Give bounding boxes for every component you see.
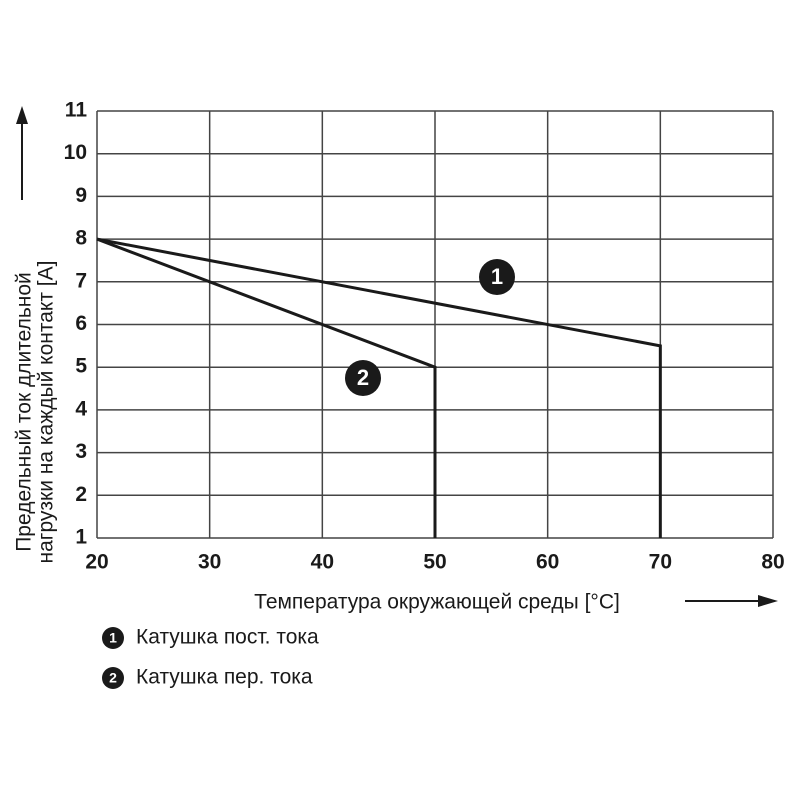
series-marker-label: 2: [357, 365, 369, 390]
x-tick-label: 70: [649, 551, 672, 574]
legend-marker: [102, 667, 124, 689]
y-tick-label: 2: [75, 483, 87, 506]
x-tick-label: 20: [85, 551, 108, 574]
y-tick-label: 5: [75, 355, 87, 378]
y-tick-label: 9: [75, 184, 87, 207]
legend-label: Катушка пост. тока: [136, 626, 319, 649]
legend-marker: [102, 627, 124, 649]
series-marker: [479, 259, 515, 295]
x-tick-label: 30: [198, 551, 221, 574]
legend-marker-label: 2: [109, 670, 117, 686]
series-marker-label: 1: [491, 264, 503, 289]
data-line: [96, 237, 662, 538]
x-axis-arrowhead: [758, 595, 778, 607]
legend-label: Катушка пер. тока: [136, 666, 313, 689]
y-tick-label: 6: [75, 312, 87, 335]
y-tick-label: 4: [75, 397, 87, 420]
x-tick-label: 40: [311, 551, 334, 574]
y-tick-label: 1: [75, 526, 87, 549]
x-tick-label: 60: [536, 551, 559, 574]
y-axis-label: Предельный ток длительной: [13, 272, 36, 552]
y-tick-label: 7: [75, 269, 87, 292]
y-tick-label: 3: [75, 440, 87, 463]
y-axis-arrowhead: [16, 106, 28, 124]
y-tick-label: 10: [64, 141, 87, 164]
y-tick-label: 8: [75, 227, 87, 250]
y-axis-label: нагрузки на каждый контакт [A]: [35, 261, 58, 564]
x-axis-label: Температура окружающей среды [°C]: [254, 591, 620, 614]
x-tick-label: 80: [761, 551, 784, 574]
series-marker: [345, 360, 381, 396]
legend-marker-label: 1: [109, 630, 117, 646]
data-line: [96, 237, 437, 538]
y-tick-label: 11: [65, 99, 88, 122]
x-tick-label: 50: [423, 551, 446, 574]
